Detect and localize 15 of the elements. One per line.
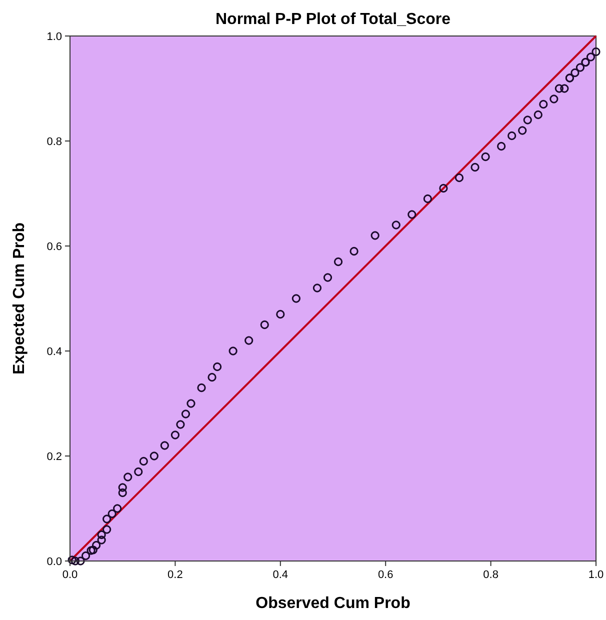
y-tick-label: 0.4 xyxy=(46,346,62,358)
x-tick-label: 1.0 xyxy=(588,569,604,581)
y-tick-label: 0.2 xyxy=(46,451,62,463)
x-tick-label: 0.0 xyxy=(62,569,78,581)
x-tick-label: 0.4 xyxy=(272,569,288,581)
x-axis-title: Observed Cum Prob xyxy=(256,595,411,612)
y-tick-label: 1.0 xyxy=(46,31,62,43)
y-tick-label: 0.6 xyxy=(46,241,62,253)
x-tick-label: 0.6 xyxy=(378,569,394,581)
y-tick-label: 0.8 xyxy=(46,136,62,148)
y-tick-label: 0.0 xyxy=(46,556,62,568)
x-tick-label: 0.8 xyxy=(483,569,498,581)
y-axis-title: Expected Cum Prob xyxy=(11,222,28,375)
x-tick-label: 0.2 xyxy=(168,569,183,581)
chart-title: Normal P-P Plot of Total_Score xyxy=(215,11,451,28)
